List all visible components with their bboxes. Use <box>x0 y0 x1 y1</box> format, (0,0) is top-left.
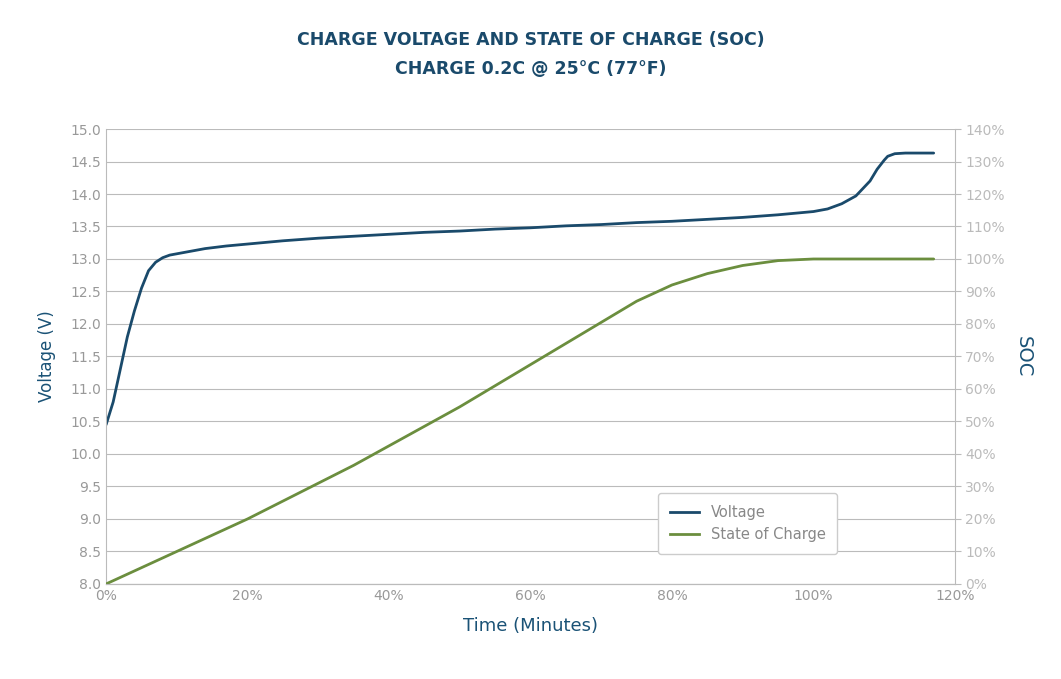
Voltage <box>277 237 290 245</box>
Voltage <box>150 258 162 266</box>
Y-axis label: Voltage (V): Voltage (V) <box>38 310 56 403</box>
State of Charge <box>877 255 890 263</box>
State of Charge <box>842 255 855 263</box>
Voltage <box>107 398 120 406</box>
Voltage <box>171 250 184 258</box>
Voltage <box>888 149 901 158</box>
Voltage <box>135 284 147 292</box>
Text: CHARGE VOLTAGE AND STATE OF CHARGE (SOC): CHARGE VOLTAGE AND STATE OF CHARGE (SOC) <box>297 31 764 49</box>
Voltage <box>453 227 466 235</box>
Voltage <box>665 217 678 225</box>
Voltage <box>871 165 884 173</box>
Voltage <box>850 192 863 200</box>
Voltage <box>220 242 232 250</box>
State of Charge <box>171 547 184 555</box>
Voltage <box>630 219 643 227</box>
Voltage <box>156 254 169 262</box>
State of Charge <box>771 257 784 265</box>
Legend: Voltage, State of Charge: Voltage, State of Charge <box>658 493 837 554</box>
State of Charge <box>630 297 643 306</box>
Voltage <box>882 152 894 160</box>
Voltage <box>771 210 784 219</box>
State of Charge <box>665 281 678 289</box>
Voltage <box>142 267 155 275</box>
Voltage <box>100 421 112 429</box>
State of Charge <box>135 564 147 572</box>
State of Charge <box>489 382 502 390</box>
State of Charge <box>100 580 112 588</box>
Voltage <box>198 244 211 253</box>
Voltage <box>383 230 396 238</box>
Voltage <box>185 247 197 255</box>
Voltage <box>807 208 820 216</box>
Line: State of Charge: State of Charge <box>106 259 934 584</box>
State of Charge <box>701 270 714 278</box>
State of Charge <box>206 531 219 539</box>
Voltage <box>559 222 572 230</box>
State of Charge <box>241 515 254 523</box>
X-axis label: Time (Minutes): Time (Minutes) <box>463 617 598 635</box>
State of Charge <box>914 255 926 263</box>
Voltage <box>914 149 926 157</box>
Voltage <box>899 149 911 157</box>
State of Charge <box>595 318 608 327</box>
State of Charge <box>927 255 940 263</box>
Voltage <box>312 234 325 242</box>
State of Charge <box>807 255 820 263</box>
State of Charge <box>277 497 290 505</box>
State of Charge <box>418 422 431 430</box>
State of Charge <box>524 361 537 369</box>
Voltage <box>595 221 608 229</box>
Line: Voltage: Voltage <box>106 153 934 425</box>
Voltage <box>418 228 431 236</box>
Voltage <box>821 205 834 213</box>
State of Charge <box>453 403 466 411</box>
Voltage <box>128 307 141 315</box>
Voltage <box>524 223 537 232</box>
State of Charge <box>383 442 396 450</box>
State of Charge <box>736 261 749 270</box>
Voltage <box>835 200 848 208</box>
Voltage <box>864 177 876 185</box>
Voltage <box>347 232 360 240</box>
Text: CHARGE 0.2C @ 25°C (77°F): CHARGE 0.2C @ 25°C (77°F) <box>395 60 666 78</box>
Voltage <box>163 251 176 259</box>
Voltage <box>927 149 940 157</box>
Voltage <box>489 225 502 233</box>
Voltage <box>736 213 749 221</box>
Y-axis label: SOC: SOC <box>1013 336 1032 377</box>
State of Charge <box>347 461 360 469</box>
Voltage <box>114 365 126 373</box>
Voltage <box>877 156 890 164</box>
Voltage <box>701 215 714 223</box>
State of Charge <box>559 340 572 348</box>
Voltage <box>241 240 254 248</box>
Voltage <box>121 333 134 341</box>
State of Charge <box>312 479 325 488</box>
